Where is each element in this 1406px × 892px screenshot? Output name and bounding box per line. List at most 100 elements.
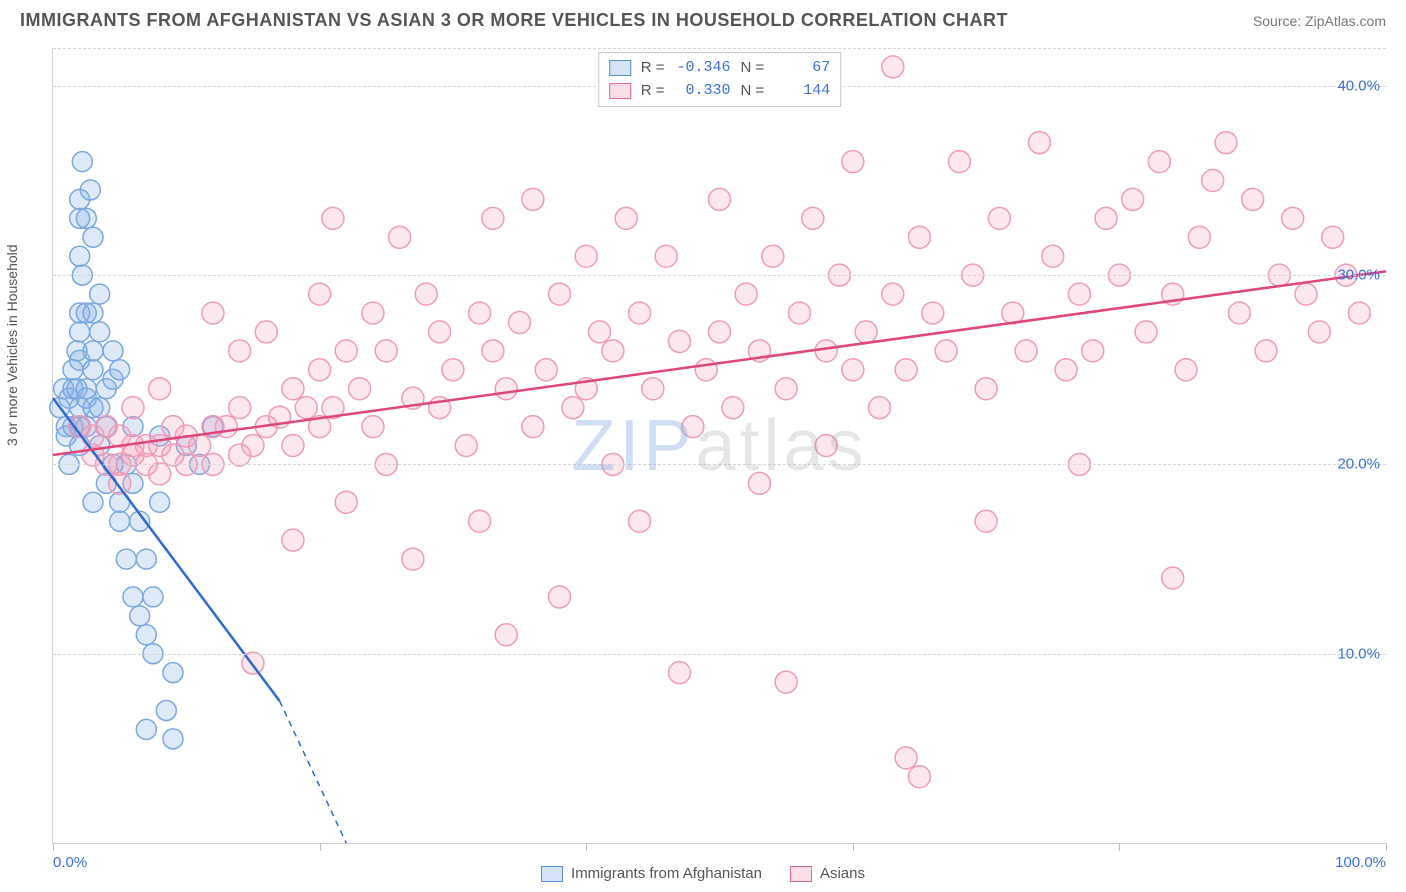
data-point — [629, 510, 651, 532]
data-point — [130, 606, 150, 626]
data-point — [935, 340, 957, 362]
data-point — [1028, 132, 1050, 154]
bottom-legend: Immigrants from Afghanistan Asians — [541, 865, 865, 882]
data-point — [535, 359, 557, 381]
data-point — [842, 359, 864, 381]
data-point — [602, 340, 624, 362]
data-point — [295, 397, 317, 419]
data-point — [103, 341, 123, 361]
data-point — [549, 586, 571, 608]
data-point — [495, 624, 517, 646]
regression-line-extrapolated — [280, 701, 347, 843]
data-point — [748, 472, 770, 494]
data-point — [1095, 207, 1117, 229]
data-point — [123, 587, 143, 607]
data-point — [149, 378, 171, 400]
data-point — [389, 226, 411, 248]
data-point — [70, 246, 90, 266]
y-axis-label: 3 or more Vehicles in Household — [4, 244, 20, 446]
data-point — [242, 435, 264, 457]
chart-plot-area: R = -0.346 N = 67 R = 0.330 N = 144 ZIPa… — [52, 48, 1386, 844]
data-point — [562, 397, 584, 419]
data-point — [988, 207, 1010, 229]
legend-item-afghanistan: Immigrants from Afghanistan — [541, 865, 762, 882]
data-point — [695, 359, 717, 381]
data-point — [549, 283, 571, 305]
data-point — [255, 321, 277, 343]
data-point — [1255, 340, 1277, 362]
scatter-svg — [53, 48, 1386, 843]
data-point — [349, 378, 371, 400]
data-point — [669, 662, 691, 684]
data-point — [83, 492, 103, 512]
data-point — [1042, 245, 1064, 267]
chart-title: IMMIGRANTS FROM AFGHANISTAN VS ASIAN 3 O… — [20, 10, 1008, 31]
data-point — [882, 283, 904, 305]
swatch-asians — [609, 83, 631, 99]
data-point — [1082, 340, 1104, 362]
data-point — [908, 226, 930, 248]
data-point — [110, 511, 130, 531]
data-point — [722, 397, 744, 419]
data-point — [735, 283, 757, 305]
data-point — [482, 207, 504, 229]
data-point — [482, 340, 504, 362]
data-point — [1215, 132, 1237, 154]
data-point — [143, 587, 163, 607]
gridline — [53, 464, 1386, 465]
data-point — [83, 341, 103, 361]
data-point — [375, 340, 397, 362]
data-point — [682, 416, 704, 438]
x-tick-label: 0.0% — [53, 854, 87, 871]
data-point — [362, 416, 384, 438]
data-point — [815, 435, 837, 457]
x-tick — [853, 843, 854, 851]
y-tick-label: 40.0% — [1337, 77, 1380, 94]
stats-legend: R = -0.346 N = 67 R = 0.330 N = 144 — [598, 52, 842, 107]
data-point — [895, 747, 917, 769]
data-point — [136, 549, 156, 569]
data-point — [136, 719, 156, 739]
y-tick-label: 30.0% — [1337, 267, 1380, 284]
stats-row-asians: R = 0.330 N = 144 — [609, 80, 831, 103]
stats-row-afghanistan: R = -0.346 N = 67 — [609, 57, 831, 80]
data-point — [1295, 283, 1317, 305]
data-point — [229, 397, 251, 419]
x-tick — [1119, 843, 1120, 851]
data-point — [948, 151, 970, 173]
data-point — [975, 510, 997, 532]
data-point — [163, 729, 183, 749]
data-point — [335, 491, 357, 513]
data-point — [282, 529, 304, 551]
data-point — [642, 378, 664, 400]
source-label: Source: ZipAtlas.com — [1253, 13, 1386, 29]
data-point — [922, 302, 944, 324]
chart-header: IMMIGRANTS FROM AFGHANISTAN VS ASIAN 3 O… — [0, 0, 1406, 37]
data-point — [83, 360, 103, 380]
data-point — [215, 416, 237, 438]
data-point — [762, 245, 784, 267]
data-point — [802, 207, 824, 229]
data-point — [70, 322, 90, 342]
data-point — [775, 378, 797, 400]
data-point — [150, 492, 170, 512]
data-point — [509, 311, 531, 333]
data-point — [469, 302, 491, 324]
data-point — [709, 321, 731, 343]
data-point — [1135, 321, 1157, 343]
swatch-asians — [790, 866, 812, 882]
data-point — [136, 625, 156, 645]
data-point — [1308, 321, 1330, 343]
x-tick — [53, 843, 54, 851]
data-point — [575, 245, 597, 267]
x-tick — [320, 843, 321, 851]
legend-item-asians: Asians — [790, 865, 865, 882]
data-point — [415, 283, 437, 305]
data-point — [90, 398, 110, 418]
data-point — [72, 152, 92, 172]
data-point — [1015, 340, 1037, 362]
gridline — [53, 275, 1386, 276]
data-point — [189, 435, 211, 457]
data-point — [229, 340, 251, 362]
y-tick-label: 10.0% — [1337, 645, 1380, 662]
